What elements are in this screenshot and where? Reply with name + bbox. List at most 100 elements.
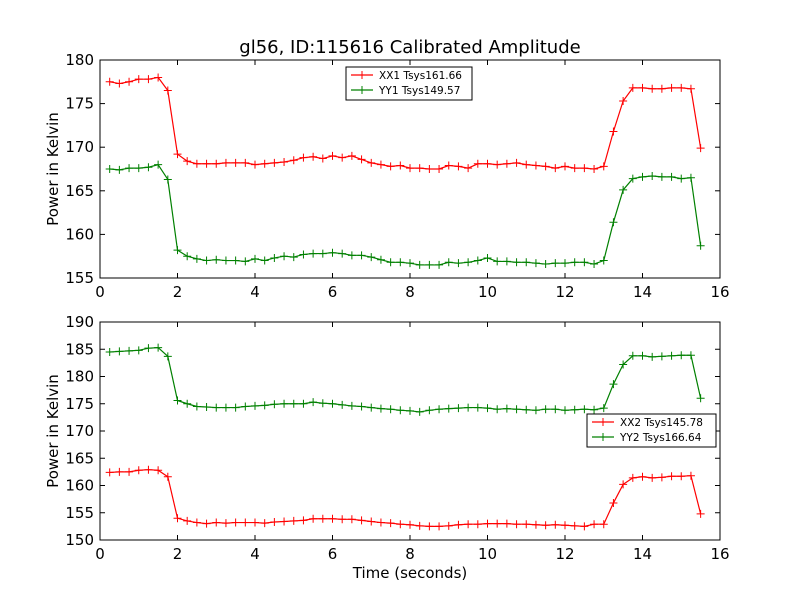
bottom-series-xx2-point <box>328 514 337 523</box>
bottom-series-yy2-point <box>212 403 221 412</box>
bottom-series-yy2-point <box>347 401 356 410</box>
bottom-series-yy2-point <box>289 399 298 408</box>
bottom-series-xx2-point <box>493 519 502 528</box>
top-series-xx1-point <box>667 83 676 92</box>
bottom-series-xx2-point <box>677 472 686 481</box>
bottom-series-xx2-point <box>357 516 366 525</box>
bottom-x-tick-label: 0 <box>95 545 105 563</box>
bottom-series-yy2-point <box>493 405 502 414</box>
top-series-yy1-point <box>619 185 628 194</box>
top-series-yy1-point <box>280 252 289 261</box>
bottom-series-yy2-point <box>115 347 124 356</box>
top-series-yy1-point <box>561 259 569 268</box>
bottom-series-yy2-point <box>657 352 666 361</box>
top-series-xx1-point <box>270 158 279 167</box>
bottom-series-yy2-point <box>173 396 182 405</box>
bottom-series-yy2-point <box>619 360 628 369</box>
top-series-yy1-point <box>406 259 414 268</box>
top-series-yy1-point <box>183 252 192 261</box>
bottom-series-xx2-point <box>338 515 347 524</box>
top-series-xx1-point <box>541 162 550 171</box>
bottom-series-xx2-point <box>376 518 385 527</box>
bottom-series-yy2-point <box>251 401 259 410</box>
bottom-x-tick-label: 2 <box>173 545 183 563</box>
bottom-series-xx2-point <box>192 518 201 527</box>
bottom-series-xx2-point <box>696 509 705 518</box>
top-series-xx1-point <box>648 84 657 93</box>
bottom-series-xx2-point <box>183 516 192 525</box>
top-series-xx1-point <box>570 164 579 173</box>
bottom-axes-frame <box>99 321 721 541</box>
bottom-series-xx2-point <box>173 514 182 523</box>
bottom-series-yy2-point <box>376 404 385 413</box>
bottom-series-xx2-point <box>163 472 172 481</box>
bottom-series-yy2-point <box>415 407 424 416</box>
bottom-series-yy2-point <box>183 399 192 408</box>
bottom-series-xx2-point <box>512 520 521 529</box>
top-series-xx1-point <box>599 162 608 171</box>
bottom-legend-label: XX2 Tsys145.78 <box>620 417 703 429</box>
top-series-xx1-point <box>454 162 463 171</box>
top-series-yy1-point <box>202 256 211 265</box>
top-series-yy1-point <box>415 260 424 269</box>
top-series-xx1-point <box>289 156 298 165</box>
bottom-series-xx2-point <box>454 520 463 529</box>
bottom-series-xx2-point <box>125 467 134 476</box>
top-x-tick-label: 6 <box>328 283 338 301</box>
top-series-yy1-point <box>231 256 240 265</box>
bottom-series-yy2-point <box>696 394 705 403</box>
bottom-x-tick-label: 6 <box>328 545 338 563</box>
top-series-yy1-point <box>638 172 647 181</box>
top-series-yy1-point <box>396 258 405 267</box>
bottom-series-yy2-point <box>406 406 414 415</box>
top-series-yy1-point <box>541 260 550 269</box>
top-series-xx1-point <box>376 160 385 169</box>
top-series-xx1-point <box>183 157 192 166</box>
top-series-xx1-point <box>144 75 153 84</box>
top-series-xx1-point <box>415 164 424 173</box>
bottom-series-xx2-point <box>464 520 473 529</box>
top-series-yy1-point <box>493 257 502 266</box>
top-series-xx1-point <box>115 79 124 88</box>
bottom-series-xx2-point <box>202 519 211 528</box>
bottom-series-yy2-point <box>202 403 211 412</box>
bottom-series-yy2-point <box>105 347 114 356</box>
bottom-series-xx2-point <box>347 515 356 524</box>
x-axis-label: Time (seconds) <box>352 564 468 582</box>
bottom-series-yy2-point <box>454 404 463 413</box>
bottom-series-xx2-point <box>289 516 298 525</box>
top-series-xx1-point <box>657 84 666 93</box>
bottom-series-xx2-point <box>638 472 647 481</box>
top-series-xx1-point <box>173 150 182 159</box>
top-series-xx1-point <box>502 159 511 168</box>
top-series-xx1-point <box>328 151 337 160</box>
bottom-series-xx2-point <box>241 518 250 527</box>
bottom-series-xx2-point <box>154 466 163 475</box>
top-x-tick-label: 4 <box>250 283 260 301</box>
top-series-yy1-point <box>125 164 134 173</box>
bottom-y-tick-label: 185 <box>65 340 94 358</box>
top-series-yy1-point <box>134 164 143 173</box>
bottom-x-tick-label: 14 <box>633 545 652 563</box>
bottom-y-axis-label: Power in Kelvin <box>44 374 62 488</box>
bottom-series-xx2-point <box>260 519 269 528</box>
top-series-yy1-point <box>522 258 531 267</box>
top-series-xx1-point <box>493 160 502 169</box>
bottom-series-yy2-point <box>280 399 289 408</box>
top-legend-label: XX1 Tsys161.66 <box>379 70 462 82</box>
bottom-series-yy2-point <box>386 405 395 414</box>
bottom-legend-label: YY2 Tsys166.64 <box>619 432 702 444</box>
top-series-yy1-point <box>628 174 637 183</box>
bottom-legend-box <box>586 413 717 448</box>
bottom-legend-marker <box>599 433 607 441</box>
top-series-xx1-point <box>619 96 628 105</box>
top-series-yy1-point <box>657 172 666 181</box>
top-series-yy1-point <box>221 256 230 265</box>
bottom-series-yy2-point <box>144 344 153 353</box>
top-series-yy1-point <box>435 260 444 269</box>
bottom-series-yy2-point <box>260 401 269 410</box>
top-series-yy1-point <box>309 249 318 258</box>
bottom-series-yy2-point <box>512 405 521 414</box>
bottom-series-xx2-point <box>483 519 492 528</box>
top-series-xx1-point <box>638 83 647 92</box>
